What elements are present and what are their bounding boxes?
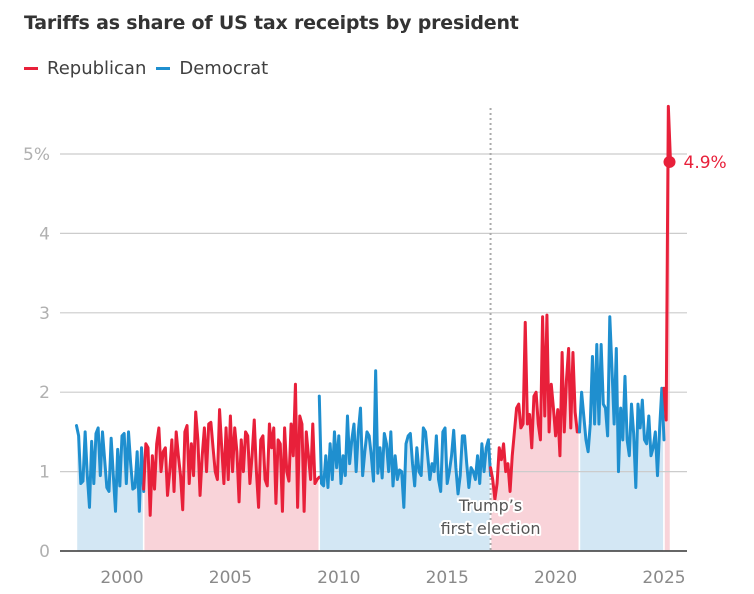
gridlines (60, 153, 687, 473)
y-tick-label: 5% (23, 145, 50, 165)
republican-swatch-icon (24, 67, 38, 70)
legend-label-democrat: Democrat (179, 58, 269, 79)
x-tick-label: 2015 (426, 568, 469, 588)
annotations: Trump’s first election 4.9% (439, 153, 727, 540)
series-line-democrat (317, 369, 493, 509)
election-annotation-line: first election (441, 519, 541, 538)
series-line-democrat (577, 315, 666, 489)
area-fill-republican (489, 315, 581, 552)
y-tick-label: 1 (39, 463, 50, 483)
y-tick-label: 2 (39, 383, 50, 403)
series-line-republican (489, 313, 581, 501)
legend-label-republican: Republican (47, 58, 147, 79)
x-tick-label: 2000 (100, 568, 143, 588)
legend-item-democrat: Democrat (156, 58, 268, 79)
series-line-republican (142, 382, 321, 517)
democrat-swatch-icon (156, 67, 171, 70)
chart-title: Tariffs as share of US tax receipts by p… (24, 12, 519, 34)
y-tick-label: 4 (39, 224, 50, 244)
election-annotation-line: Trump’s (458, 496, 522, 515)
endpoint-marker (663, 155, 676, 168)
series-line-republican (662, 104, 673, 422)
x-tick-label: 2005 (209, 568, 252, 588)
y-tick-label: 3 (39, 304, 50, 324)
axes: 0 1 2 3 4 5% 2000 2005 2010 2015 2020 2025 (23, 145, 687, 588)
legend: Republican Democrat (24, 58, 278, 79)
series-line-democrat (74, 424, 146, 513)
y-tick-label: 0 (39, 542, 50, 562)
series-lines (74, 104, 673, 517)
endpoint-label: 4.9% (684, 153, 727, 173)
x-tick-label: 2020 (534, 568, 577, 588)
x-tick-label: 2025 (642, 568, 685, 588)
x-tick-label: 2010 (317, 568, 360, 588)
legend-item-republican: Republican (24, 58, 146, 79)
